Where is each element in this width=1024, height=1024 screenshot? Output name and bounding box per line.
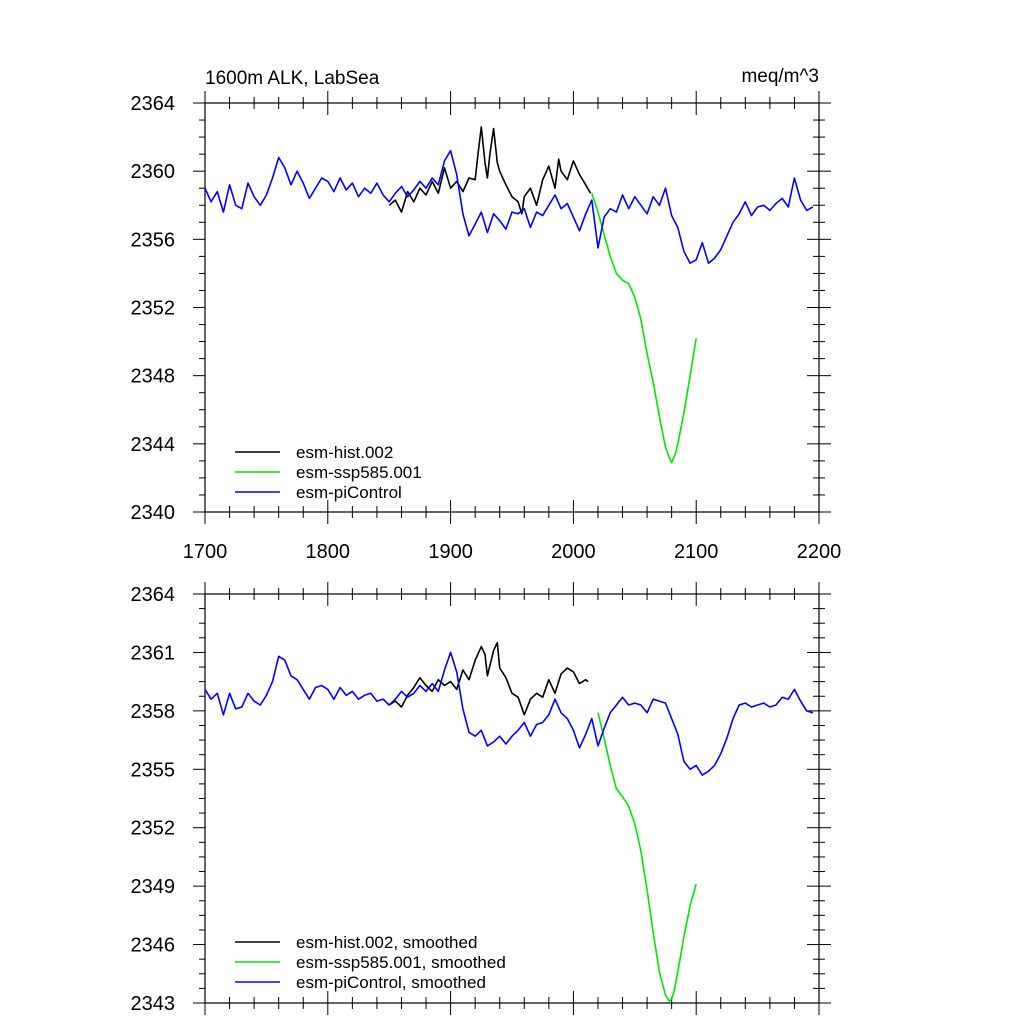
series-line-hist bbox=[388, 641, 589, 716]
x-tick-label: 2000 bbox=[551, 541, 596, 563]
y-tick-label: 2352 bbox=[131, 818, 176, 840]
top-chart-lines bbox=[204, 126, 814, 464]
x-tick-label: 1700 bbox=[183, 541, 228, 563]
x-tick-label: 2200 bbox=[797, 541, 842, 563]
legend-label-ssp: esm-ssp585.001 bbox=[296, 463, 422, 482]
series-line-ssp bbox=[591, 193, 697, 464]
y-tick-label: 2364 bbox=[131, 93, 176, 115]
top-chart-panel: 1600m ALK, LabSea meq/m^3 1700 1800 1900 20… bbox=[131, 66, 842, 563]
legend-label-pic: esm-piControl bbox=[296, 483, 402, 502]
series-line-pic bbox=[204, 149, 814, 264]
y-tick-label: 2343 bbox=[131, 993, 176, 1015]
x-tick-label: 1800 bbox=[306, 541, 351, 563]
x-tick-label: 2100 bbox=[674, 541, 719, 563]
y-tick-label: 2349 bbox=[131, 876, 176, 898]
series-line-hist bbox=[388, 126, 592, 215]
y-tick-label: 2340 bbox=[131, 502, 176, 524]
y-tick-label: 2360 bbox=[131, 161, 176, 183]
y-tick-label: 2344 bbox=[131, 434, 176, 456]
series-line-ssp bbox=[597, 712, 697, 1002]
bottom-chart-panel: 2343 2346 2349 2352 2355 2358 2361 2364 esm-his… bbox=[131, 582, 831, 1015]
series-line-pic bbox=[204, 651, 814, 776]
top-chart-axes: 1700 1800 1900 2000 2100 2200 2340 2344 2348 2352… bbox=[131, 91, 842, 563]
legend-label-hist: esm-hist.002 bbox=[296, 443, 393, 462]
top-chart-units: meq/m^3 bbox=[741, 66, 819, 87]
y-tick-label: 2355 bbox=[131, 759, 176, 781]
y-tick-label: 2356 bbox=[131, 229, 176, 251]
y-tick-label: 2346 bbox=[131, 935, 176, 957]
y-tick-label: 2361 bbox=[131, 642, 176, 664]
y-tick-label: 2358 bbox=[131, 701, 176, 723]
y-tick-label: 2348 bbox=[131, 366, 176, 388]
top-chart-title: 1600m ALK, LabSea bbox=[205, 68, 380, 89]
legend-label-hist: esm-hist.002, smoothed bbox=[296, 933, 477, 952]
bottom-chart-axes: 2343 2346 2349 2352 2355 2358 2361 2364 bbox=[131, 582, 831, 1015]
y-tick-label: 2364 bbox=[131, 584, 176, 606]
y-tick-label: 2352 bbox=[131, 298, 176, 320]
legend-label-pic: esm-piControl, smoothed bbox=[296, 973, 486, 992]
x-tick-label: 1900 bbox=[428, 541, 473, 563]
bottom-chart-lines bbox=[204, 641, 814, 1002]
legend-label-ssp: esm-ssp585.001, smoothed bbox=[296, 953, 506, 972]
